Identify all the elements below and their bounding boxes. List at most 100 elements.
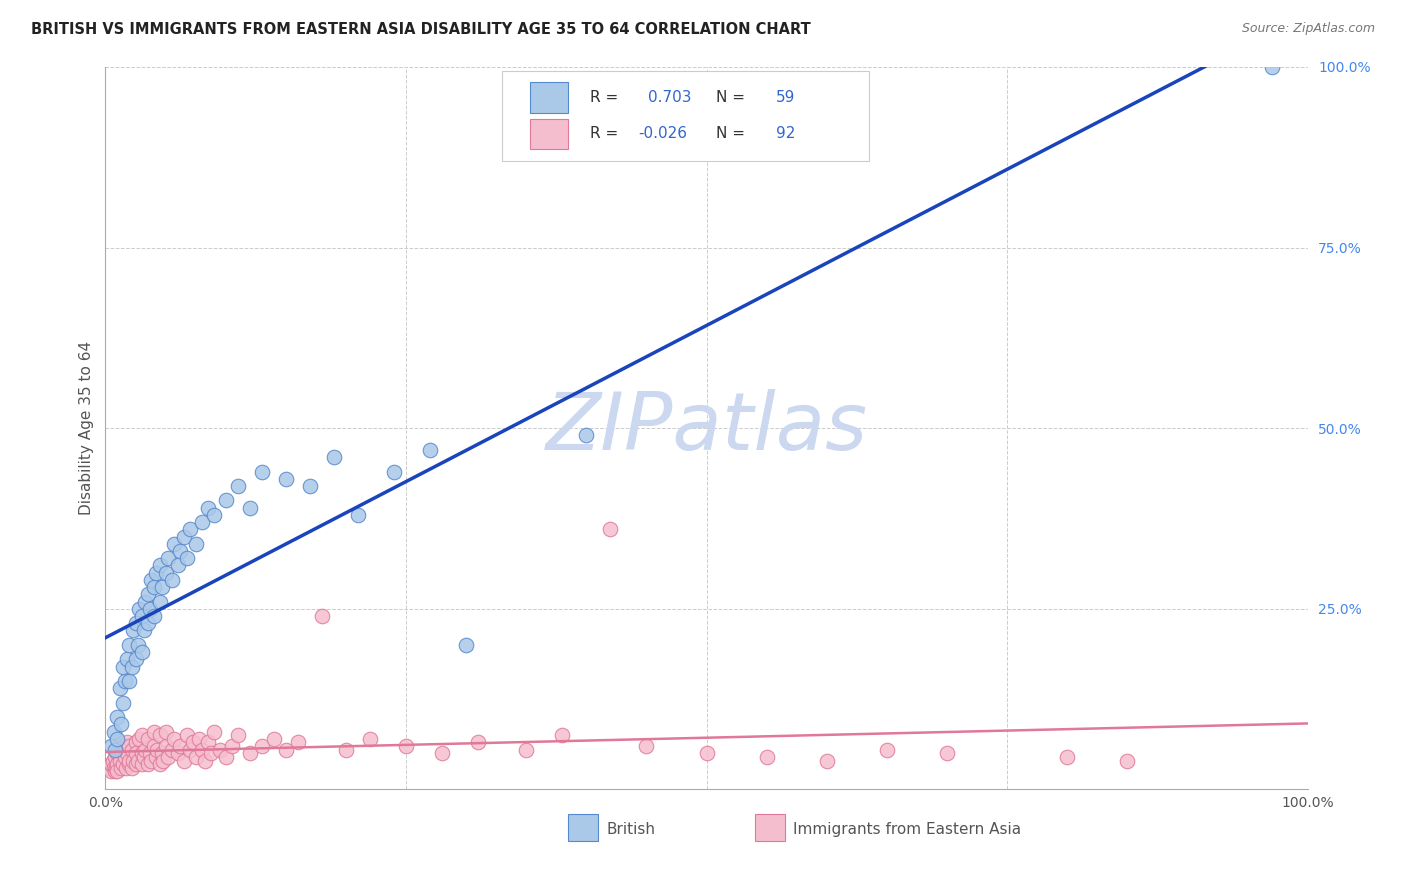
Point <box>163 537 186 551</box>
Point <box>132 750 155 764</box>
Point <box>136 731 159 746</box>
Point <box>134 594 156 608</box>
Point <box>239 500 262 515</box>
Point <box>359 731 381 746</box>
Point <box>152 754 174 768</box>
Point <box>131 645 153 659</box>
Point <box>166 746 188 760</box>
Point <box>110 717 132 731</box>
Point <box>179 522 201 536</box>
Point <box>1056 750 1078 764</box>
Point <box>134 742 156 756</box>
Point <box>169 739 191 753</box>
Point <box>150 580 173 594</box>
Point <box>118 754 141 768</box>
Point <box>150 746 173 760</box>
Point <box>298 479 321 493</box>
Point <box>124 746 146 760</box>
Text: R =: R = <box>591 90 623 105</box>
Point <box>145 750 167 764</box>
Point <box>103 761 125 775</box>
Point <box>274 472 297 486</box>
Y-axis label: Disability Age 35 to 64: Disability Age 35 to 64 <box>79 341 94 516</box>
Point <box>430 746 453 760</box>
Point <box>335 742 357 756</box>
FancyBboxPatch shape <box>502 70 869 161</box>
Point <box>115 761 138 775</box>
Point <box>118 674 141 689</box>
Point <box>815 754 838 768</box>
Point <box>395 739 418 753</box>
Point <box>112 659 135 673</box>
Text: British: British <box>607 822 655 837</box>
Point <box>347 508 370 522</box>
Point <box>128 602 150 616</box>
Point <box>112 739 135 753</box>
Point <box>100 739 122 753</box>
Point <box>118 739 141 753</box>
Point <box>139 573 162 587</box>
Point <box>250 739 273 753</box>
Point <box>515 742 537 756</box>
Bar <box>530 119 568 149</box>
Point <box>121 742 143 756</box>
Point <box>101 754 124 768</box>
Point <box>173 754 195 768</box>
Point <box>936 746 959 760</box>
Point <box>322 450 344 464</box>
Point <box>100 757 122 772</box>
Point <box>239 746 262 760</box>
Point <box>105 761 128 775</box>
Point <box>184 537 207 551</box>
Point <box>118 757 141 772</box>
Point <box>599 522 621 536</box>
Point <box>876 742 898 756</box>
Point <box>467 735 489 749</box>
Point <box>104 742 127 756</box>
Point <box>176 551 198 566</box>
Point <box>131 609 153 624</box>
Point <box>575 428 598 442</box>
Point <box>108 754 131 768</box>
Point <box>419 442 441 457</box>
Point <box>142 739 165 753</box>
Point <box>124 757 146 772</box>
Point <box>131 757 153 772</box>
Point <box>274 742 297 756</box>
Point <box>208 742 231 756</box>
Point <box>136 616 159 631</box>
Point <box>148 558 170 573</box>
Point <box>107 764 129 779</box>
Point <box>114 750 136 764</box>
Point <box>148 728 170 742</box>
Point <box>110 761 132 775</box>
Bar <box>755 814 785 841</box>
Point <box>202 508 225 522</box>
Point <box>190 742 212 756</box>
Text: BRITISH VS IMMIGRANTS FROM EASTERN ASIA DISABILITY AGE 35 TO 64 CORRELATION CHAR: BRITISH VS IMMIGRANTS FROM EASTERN ASIA … <box>31 22 811 37</box>
Point <box>98 761 121 775</box>
Point <box>121 659 143 673</box>
Point <box>188 731 211 746</box>
Point <box>122 624 145 638</box>
Text: 59: 59 <box>776 90 796 105</box>
Point <box>104 764 127 779</box>
Point <box>124 735 146 749</box>
Point <box>155 724 177 739</box>
Point <box>132 624 155 638</box>
Point <box>160 573 183 587</box>
Point <box>1260 60 1282 74</box>
Text: Immigrants from Eastern Asia: Immigrants from Eastern Asia <box>793 822 1021 837</box>
Point <box>173 530 195 544</box>
Point <box>214 750 236 764</box>
Text: ZIPatlas: ZIPatlas <box>546 389 868 467</box>
Point <box>139 754 162 768</box>
Text: N =: N = <box>716 90 749 105</box>
Point <box>636 739 658 753</box>
Point <box>124 652 146 666</box>
Point <box>118 638 141 652</box>
Point <box>124 616 146 631</box>
Text: N =: N = <box>716 127 749 142</box>
Point <box>145 566 167 580</box>
Point <box>107 731 129 746</box>
